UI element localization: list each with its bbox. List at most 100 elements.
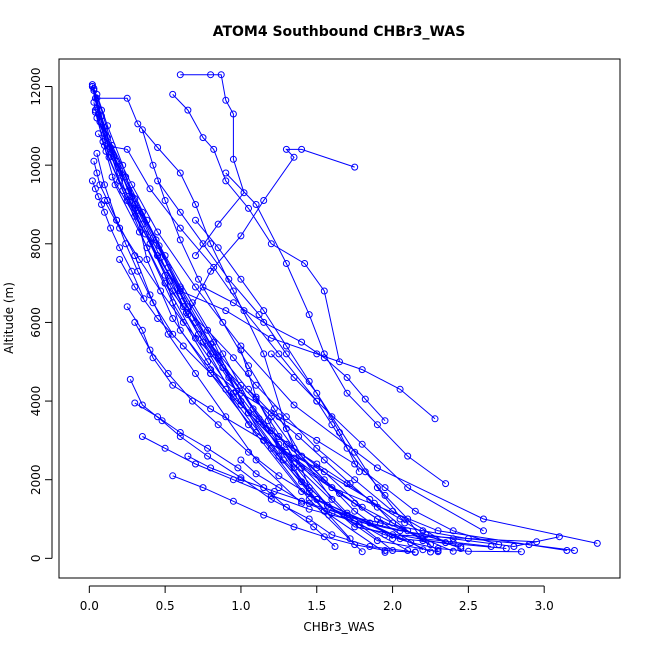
series-line [210,369,499,546]
data-point [290,153,298,161]
data-point [138,126,146,134]
data-point [154,144,162,151]
data-point [207,71,215,79]
data-point [210,263,218,271]
x-tick-label: 2.0 [383,599,402,613]
data-point [351,507,359,515]
data-point [411,548,419,556]
data-point [176,224,184,232]
data-point [169,472,177,480]
data-point [320,533,328,541]
plot-area-frame [58,58,621,579]
data-point [188,397,196,405]
data-point [155,242,163,250]
data-point [192,283,199,291]
data-point [245,204,252,212]
data-point [176,169,184,177]
data-point [184,452,192,460]
series-profile-38 [161,279,450,547]
y-tick-label: 10000 [29,146,43,184]
data-point [192,252,199,260]
data-point [328,421,336,429]
data-point [164,370,172,377]
data-point [260,307,268,315]
data-point [207,370,215,377]
series-profile-40 [260,421,465,552]
data-point [131,283,139,291]
data-point [571,547,578,554]
data-point [381,547,389,554]
data-point [192,216,199,224]
data-point [107,224,115,232]
data-point [88,177,96,185]
series-line [94,109,492,547]
data-point [290,401,298,409]
data-point [328,495,336,503]
data-point [305,488,313,495]
data-point [237,346,245,354]
data-point [229,110,237,118]
data-point [98,112,105,120]
series-layer [88,71,601,556]
data-point [96,181,104,189]
data-point [396,527,404,535]
series-profile-25 [199,283,389,425]
data-point [404,527,412,535]
y-tick-label: 4000 [29,386,43,417]
data-point [108,173,116,181]
series-line [142,436,560,548]
chart-title: ATOM4 Southbound CHBr3_WAS [213,24,466,40]
data-point [207,366,215,374]
data-point [176,71,184,79]
series-line [104,145,484,532]
data-point [232,387,240,395]
data-point [373,484,381,492]
data-point [166,277,174,285]
data-point [593,539,601,547]
data-point [204,326,212,334]
data-point [404,484,412,492]
data-point [260,350,268,358]
y-tick-label: 8000 [29,229,43,260]
data-point [98,201,105,208]
data-point [131,399,139,407]
series-profile-17 [169,90,343,366]
data-point [199,240,207,248]
data-point [252,470,260,478]
data-point [373,421,381,429]
data-point [480,515,487,523]
data-point [135,256,143,263]
data-point [229,476,237,484]
data-point [464,547,472,555]
data-point [126,375,134,383]
data-point [207,464,215,472]
data-point [525,541,533,549]
data-point [179,303,187,311]
data-point [434,547,442,554]
data-point [154,252,162,260]
data-point [222,413,230,421]
data-point [169,315,177,322]
data-point [313,389,321,397]
data-point [217,71,225,79]
data-point [510,543,518,550]
data-point [366,495,374,503]
data-point [94,193,102,201]
data-point [336,490,343,497]
data-point [260,436,268,444]
data-point [219,318,227,326]
data-point [152,236,160,244]
data-point [282,350,290,358]
data-point [204,444,212,452]
series-line [93,88,598,544]
data-point [320,287,328,295]
data-point [442,539,450,547]
data-point [275,350,283,358]
data-point [123,303,131,311]
data-point [404,515,412,523]
data-point [237,401,245,409]
data-point [351,163,359,171]
data-point [517,548,525,556]
